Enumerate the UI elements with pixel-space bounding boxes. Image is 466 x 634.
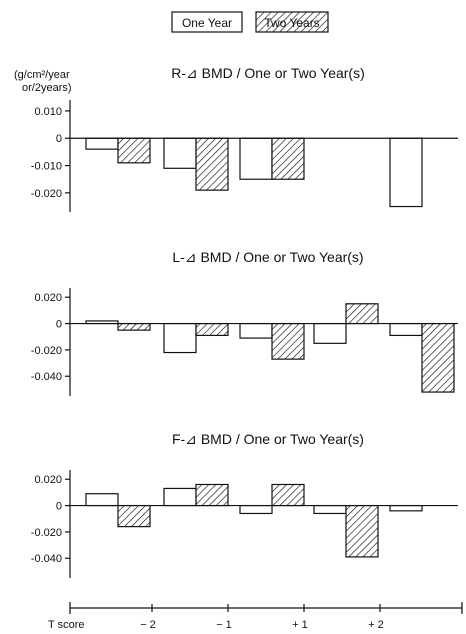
bar-two-years — [117, 322, 151, 331]
bar-two-years — [345, 303, 379, 325]
bar-one-year — [163, 137, 197, 169]
legend-two-years-swatch — [255, 11, 329, 33]
chart-title: F-⊿ BMD / One or Two Year(s) — [172, 431, 364, 447]
bar-two-years — [271, 322, 305, 360]
y-tick-label: 0.020 — [34, 292, 62, 304]
bar-two-years — [271, 483, 305, 507]
bar-two-years — [345, 504, 379, 558]
chart-f-bmd: F-⊿ BMD / One or Two Year(s) 0.020 0 -0.02… — [31, 431, 458, 578]
bar-one-year — [239, 504, 273, 515]
chart-title: R-⊿ BMD / One or Two Year(s) — [171, 65, 365, 81]
bar-one-year — [163, 322, 197, 354]
y-tick-label: -0.010 — [31, 161, 62, 173]
y-tick-label: -0.040 — [31, 371, 62, 383]
bar-one-year — [389, 322, 423, 337]
chart-title: L-⊿ BMD / One or Two Year(s) — [172, 249, 363, 265]
y-tick-label: -0.040 — [31, 553, 62, 565]
y-axis-label-line-2: or/2years) — [22, 82, 72, 94]
bar-two-years — [271, 137, 305, 180]
t-score-label: T score — [48, 619, 84, 631]
bar-one-year — [389, 504, 423, 512]
bar-two-years — [117, 137, 151, 164]
bar-two-years — [195, 322, 229, 337]
t-score-tick-label: + 1 — [292, 619, 308, 631]
y-tick-label: 0.010 — [34, 106, 62, 118]
bar-two-years — [117, 504, 151, 528]
y-tick-label: 0 — [56, 319, 62, 331]
bar-one-year — [85, 137, 119, 150]
bar-two-years — [421, 322, 455, 393]
y-tick-label: -0.020 — [31, 345, 62, 357]
legend-one-year-swatch — [171, 11, 243, 33]
y-tick-label: -0.020 — [31, 188, 62, 200]
t-score-tick-label: − 1 — [216, 619, 232, 631]
t-score-tick-label: − 2 — [140, 619, 156, 631]
bar-one-year — [239, 137, 273, 180]
legend-two-years-label: Two Years — [264, 16, 319, 30]
y-axis-label-line-1: (g/cm²/year — [14, 69, 70, 81]
legend: One Year Two Years — [171, 11, 329, 33]
bar-one-year — [239, 322, 273, 339]
bar-two-years — [195, 137, 229, 191]
bar-one-year — [85, 493, 119, 507]
y-tick-label: 0 — [56, 501, 62, 513]
t-score-axis: T score − 2 − 1 + 1 + 2 — [48, 602, 463, 631]
bar-one-year — [389, 137, 423, 208]
legend-one-year-label: One Year — [182, 16, 232, 30]
y-tick-label: 0.020 — [34, 474, 62, 486]
chart-r-bmd: (g/cm²/year or/2years) R-⊿ BMD / One or … — [14, 65, 458, 212]
bar-one-year — [313, 504, 347, 515]
bar-one-year — [313, 322, 347, 344]
bar-one-year — [163, 487, 197, 507]
t-score-tick-label: + 2 — [368, 619, 384, 631]
chart-l-bmd: L-⊿ BMD / One or Two Year(s) 0.020 0 -0.02… — [31, 249, 458, 396]
y-tick-label: 0 — [56, 133, 62, 145]
y-tick-label: -0.020 — [31, 527, 62, 539]
bar-two-years — [195, 483, 229, 507]
